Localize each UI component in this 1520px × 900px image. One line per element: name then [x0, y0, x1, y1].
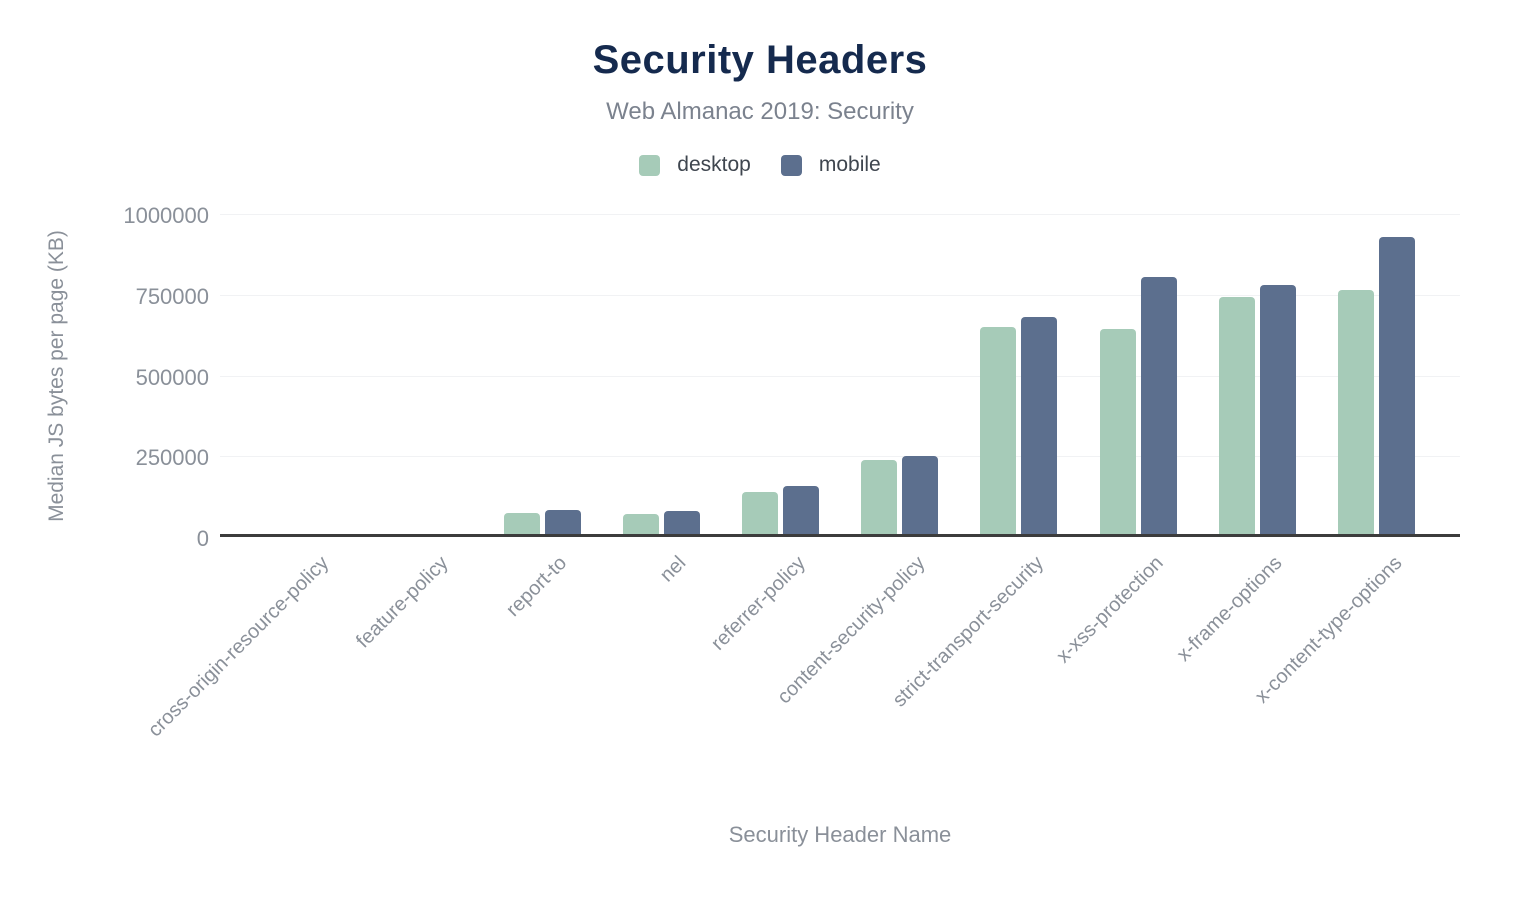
bar-group	[1198, 214, 1317, 537]
bar-group	[244, 214, 363, 537]
y-tick-label: 0	[196, 526, 209, 551]
y-tick-label: 750000	[135, 283, 209, 309]
bar-group	[482, 214, 601, 537]
bar-desktop[interactable]	[980, 327, 1017, 537]
bar-group	[959, 214, 1078, 537]
chart-subtitle: Web Almanac 2019: Security	[606, 98, 914, 125]
bars-container	[220, 214, 1460, 537]
x-category-label: nel	[656, 552, 691, 587]
x-axis-line	[220, 534, 1460, 537]
bar-group	[1078, 214, 1197, 537]
y-axis-title: Median JS bytes per page (KB)	[45, 230, 68, 522]
bar-mobile[interactable]	[544, 510, 581, 537]
y-tick-label: 250000	[135, 445, 209, 471]
x-category-label: x-xss-protection	[1052, 552, 1168, 668]
legend-label: mobile	[818, 153, 881, 176]
bar-mobile[interactable]	[1140, 277, 1177, 537]
gridline	[220, 294, 1460, 296]
bar-mobile[interactable]	[782, 486, 819, 537]
bar-desktop[interactable]	[1099, 329, 1136, 537]
bar-desktop[interactable]	[1337, 290, 1374, 537]
bar-mobile[interactable]	[663, 511, 700, 537]
bar-mobile[interactable]	[1378, 237, 1415, 537]
bar-desktop[interactable]	[622, 514, 659, 537]
bar-group	[1317, 214, 1436, 537]
y-axis-ticks: 0 250000 500000 750000 1000000	[0, 203, 209, 551]
legend-label: desktop	[677, 153, 751, 176]
legend: desktop mobile	[0, 153, 1520, 177]
bar-group	[602, 214, 721, 537]
x-category-label: referrer-policy	[707, 552, 810, 655]
x-category-label: report-to	[502, 552, 572, 622]
plot-area	[220, 214, 1460, 537]
gridline	[220, 456, 1460, 458]
bar-group	[363, 214, 482, 537]
legend-item-desktop[interactable]: desktop	[639, 153, 751, 177]
legend-swatch-mobile	[780, 154, 802, 176]
bar-desktop[interactable]	[741, 492, 778, 537]
legend-swatch-desktop	[639, 154, 661, 176]
bar-desktop[interactable]	[503, 513, 540, 537]
chart-title: Security Headers	[592, 38, 928, 82]
bar-group	[840, 214, 959, 537]
x-axis-title: Security Header Name	[728, 822, 952, 847]
bar-desktop[interactable]	[1218, 297, 1255, 537]
x-category-label: x-frame-options	[1172, 552, 1287, 666]
gridline	[220, 375, 1460, 377]
gridline	[220, 214, 1460, 215]
bar-mobile[interactable]	[902, 456, 939, 537]
x-category-label: cross-origin-resource-policy	[143, 552, 334, 742]
bar-mobile[interactable]	[1021, 317, 1058, 537]
bar-mobile[interactable]	[1259, 285, 1296, 537]
bar-group	[721, 214, 840, 537]
y-tick-label: 500000	[135, 364, 209, 390]
bar-desktop[interactable]	[861, 460, 898, 537]
y-tick-label: 1000000	[123, 203, 209, 228]
legend-item-mobile[interactable]: mobile	[780, 153, 881, 177]
x-category-label: feature-policy	[351, 552, 453, 653]
